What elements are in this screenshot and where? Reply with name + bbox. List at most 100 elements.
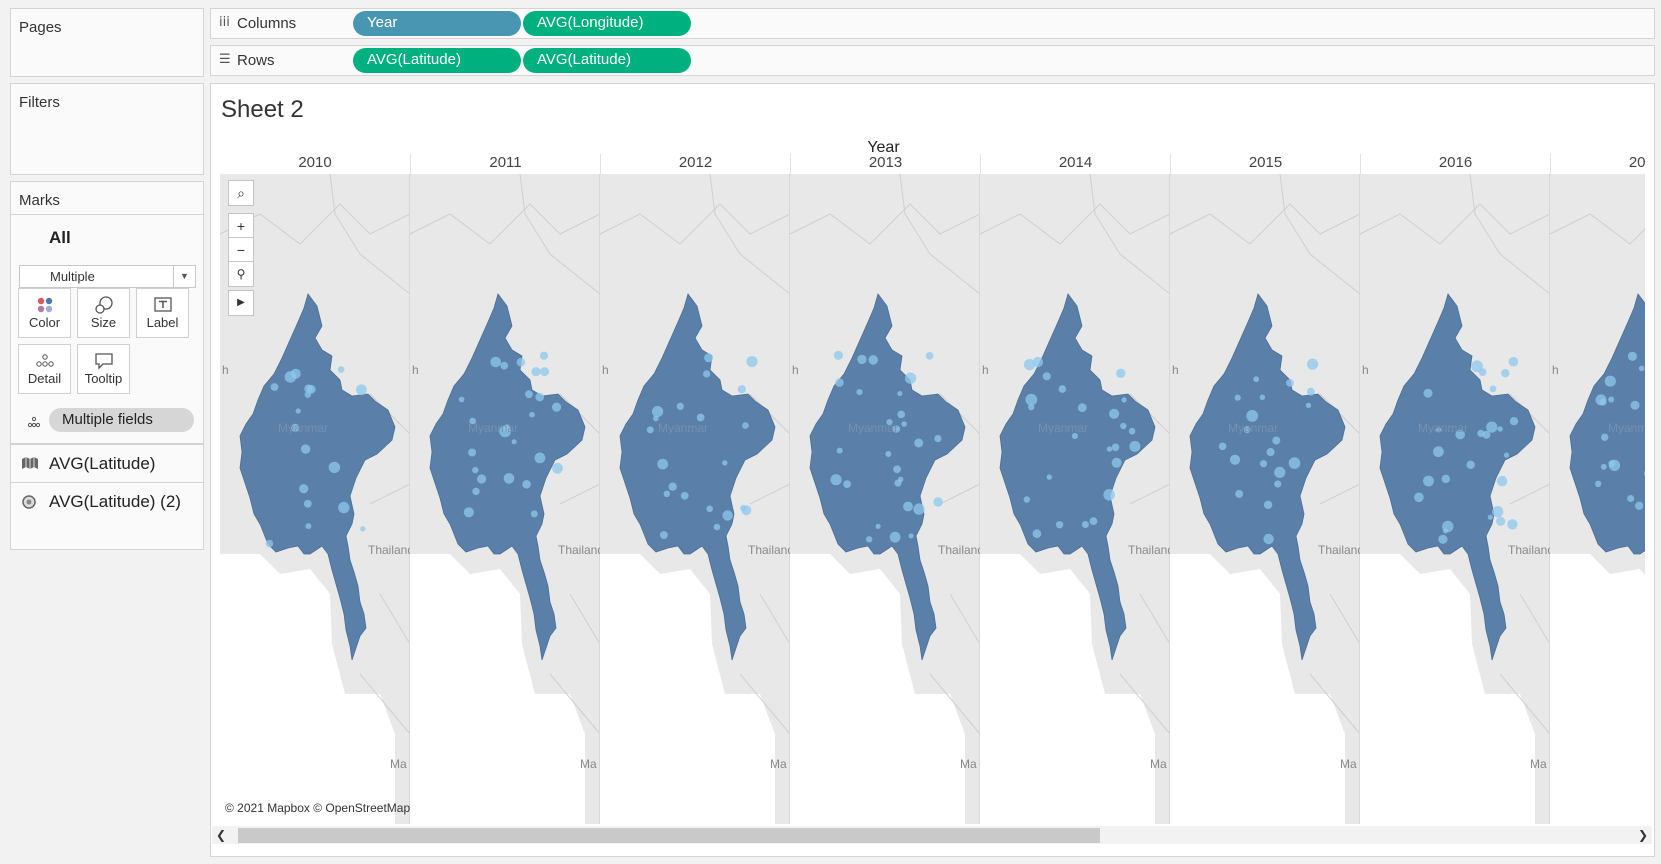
pages-card[interactable]: Pages bbox=[10, 8, 204, 77]
pin-icon[interactable]: ⚲ bbox=[228, 261, 254, 287]
search-icon[interactable]: ⌕ bbox=[228, 180, 254, 206]
avg-longitude-pill[interactable]: AVG(Longitude) bbox=[523, 11, 691, 36]
year-header-cell: 2011 bbox=[410, 154, 600, 174]
data-point bbox=[1103, 489, 1115, 501]
marks-card: Marks All Multiple ▼ Color Size Label bbox=[10, 181, 204, 550]
data-point bbox=[1259, 460, 1268, 468]
layer-label: AVG(Latitude) bbox=[49, 454, 156, 473]
rows-shelf[interactable]: ☰ Rows AVG(Latitude) AVG(Latitude) bbox=[210, 45, 1655, 76]
layer-label: AVG(Latitude) (2) bbox=[49, 492, 181, 511]
data-point bbox=[1482, 430, 1491, 439]
map-icon bbox=[21, 456, 39, 475]
year-header-cell: 2016 bbox=[1360, 154, 1550, 174]
data-point bbox=[1423, 475, 1434, 487]
data-point bbox=[913, 503, 925, 515]
data-point bbox=[1055, 521, 1064, 529]
data-point bbox=[652, 415, 659, 422]
data-point bbox=[1503, 452, 1510, 458]
zoom-out-icon[interactable]: − bbox=[228, 237, 254, 263]
year-axis-title: Year bbox=[867, 139, 900, 156]
avg-latitude-pill-2[interactable]: AVG(Latitude) bbox=[523, 48, 691, 73]
data-point bbox=[746, 356, 758, 368]
data-point bbox=[299, 484, 309, 494]
expand-arrow-icon[interactable]: ▶ bbox=[228, 290, 254, 316]
data-point bbox=[1106, 446, 1113, 452]
data-point bbox=[1032, 356, 1044, 368]
detail-button[interactable]: Detail bbox=[18, 344, 71, 394]
neighbor-label: Thailand bbox=[558, 543, 604, 557]
scroll-right-icon[interactable]: ❯ bbox=[1637, 828, 1649, 842]
tooltip-button[interactable]: Tooltip bbox=[77, 344, 130, 394]
data-point bbox=[740, 504, 747, 512]
data-point bbox=[1441, 474, 1450, 484]
partial-label: h bbox=[1172, 363, 1179, 377]
data-point bbox=[303, 499, 312, 508]
data-point bbox=[338, 501, 350, 514]
color-button[interactable]: Color bbox=[18, 288, 71, 338]
data-point bbox=[1246, 410, 1259, 422]
small-multiple-maps[interactable]: Myanmar Thailand h Ma Myanmar Thailand h Ma Myan… bbox=[220, 174, 1645, 824]
columns-icon: iii bbox=[219, 15, 230, 30]
map-panel: Myanmar Thailand h Ma bbox=[220, 174, 414, 824]
scrollbar-thumb[interactable] bbox=[238, 828, 1100, 843]
country-label: Myanmar bbox=[1038, 421, 1088, 435]
partial-label: Ma bbox=[770, 757, 787, 771]
multiple-fields-pill[interactable]: Multiple fields bbox=[49, 408, 194, 432]
layer-avg-latitude-2[interactable]: AVG(Latitude) (2) bbox=[11, 482, 203, 520]
data-point bbox=[291, 423, 300, 432]
data-point bbox=[1129, 440, 1141, 452]
partial-label: h bbox=[1362, 363, 1369, 377]
zoom-in-icon[interactable]: + bbox=[228, 213, 254, 239]
data-point bbox=[1433, 446, 1444, 458]
data-point bbox=[1023, 358, 1036, 371]
country-label: Myanmar bbox=[848, 421, 898, 435]
filters-card[interactable]: Filters bbox=[10, 83, 204, 175]
marks-all-tab[interactable]: All bbox=[49, 228, 71, 247]
year-header-cell: 2017 bbox=[1550, 154, 1645, 174]
data-point bbox=[535, 392, 544, 402]
data-point bbox=[1509, 417, 1519, 426]
data-point bbox=[1286, 379, 1294, 387]
data-point bbox=[1266, 448, 1275, 457]
chevron-down-icon[interactable]: ▼ bbox=[173, 266, 195, 287]
data-point bbox=[1414, 492, 1424, 503]
year-header-cell: 2013 bbox=[790, 154, 980, 174]
data-point bbox=[857, 354, 867, 365]
partial-label: h bbox=[1552, 363, 1559, 377]
horizontal-scrollbar[interactable]: ❮ ❯ bbox=[212, 826, 1652, 844]
sea-area bbox=[790, 554, 965, 824]
data-point bbox=[552, 462, 563, 474]
country-label: Myanmar bbox=[658, 421, 708, 435]
layer-avg-latitude[interactable]: AVG(Latitude) bbox=[11, 444, 203, 482]
data-point bbox=[1111, 457, 1122, 468]
sea-area bbox=[1550, 554, 1645, 824]
year-header: 2010 2011 2012 2013 2014 2015 2016 2017 bbox=[220, 154, 1645, 174]
data-point bbox=[659, 531, 668, 540]
year-header-cell: 2015 bbox=[1170, 154, 1360, 174]
data-point bbox=[270, 383, 279, 391]
columns-shelf[interactable]: iii Columns Year AVG(Longitude) bbox=[210, 8, 1655, 39]
data-point bbox=[703, 370, 711, 378]
avg-latitude-pill[interactable]: AVG(Latitude) bbox=[353, 48, 521, 73]
data-point bbox=[1288, 457, 1301, 469]
sea-area bbox=[1360, 554, 1535, 824]
year-pill[interactable]: Year bbox=[353, 11, 521, 36]
data-point bbox=[830, 474, 842, 486]
detail-button-label: Detail bbox=[27, 371, 62, 386]
data-point bbox=[1627, 351, 1637, 361]
data-point bbox=[1608, 460, 1616, 468]
label-button[interactable]: Label bbox=[136, 288, 189, 338]
mark-type-dropdown[interactable]: Multiple ▼ bbox=[19, 265, 196, 288]
map-panel: Myanmar Thailand h Ma bbox=[979, 174, 1174, 824]
data-point bbox=[1496, 475, 1508, 487]
map-view[interactable]: Myanmar Thailand h Ma Myanmar Thailand h Ma Myan… bbox=[220, 174, 1645, 824]
data-point bbox=[925, 352, 934, 360]
data-point bbox=[472, 487, 480, 496]
size-button[interactable]: Size bbox=[77, 288, 130, 338]
data-point bbox=[914, 438, 924, 448]
data-point bbox=[1274, 466, 1286, 478]
data-point bbox=[1229, 454, 1241, 465]
data-point bbox=[1501, 369, 1510, 378]
scroll-left-icon[interactable]: ❮ bbox=[215, 828, 227, 842]
data-point bbox=[458, 396, 465, 403]
